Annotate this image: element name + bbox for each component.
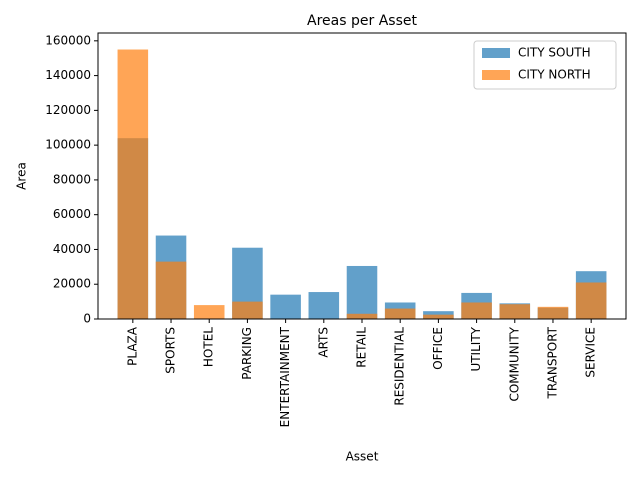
bar bbox=[155, 261, 187, 319]
bar bbox=[423, 314, 454, 319]
y-tick-label: 100000 bbox=[45, 138, 91, 152]
x-tick-label: ENTERTAINMENT bbox=[278, 326, 292, 427]
x-tick-label: UTILITY bbox=[469, 326, 483, 371]
y-tick-label: 0 bbox=[83, 312, 91, 326]
bar bbox=[499, 304, 531, 319]
bar bbox=[346, 265, 378, 319]
y-tick-label: 20000 bbox=[53, 277, 91, 291]
bar bbox=[270, 294, 301, 319]
x-tick-label: COMMUNITY bbox=[507, 326, 521, 401]
bar bbox=[308, 292, 340, 319]
x-tick-label: TRANSPORT bbox=[545, 326, 559, 399]
x-tick-label: PLAZA bbox=[125, 326, 139, 366]
x-tick-label: PARKING bbox=[240, 327, 254, 380]
bar bbox=[346, 313, 378, 319]
x-tick-label: ARTS bbox=[316, 327, 330, 358]
bar bbox=[461, 302, 492, 319]
legend-label: CITY NORTH bbox=[518, 68, 591, 82]
legend-swatch bbox=[482, 48, 510, 58]
bar bbox=[117, 49, 149, 319]
y-tick-label: 60000 bbox=[53, 207, 91, 221]
x-tick-label: SPORTS bbox=[164, 327, 178, 374]
y-tick-label: 120000 bbox=[45, 103, 91, 117]
x-axis-label: Asset bbox=[346, 450, 379, 464]
y-tick-label: 80000 bbox=[53, 172, 91, 186]
bar bbox=[232, 301, 263, 319]
bar bbox=[537, 306, 569, 319]
bar bbox=[384, 308, 416, 319]
x-tick-label: RETAIL bbox=[355, 327, 369, 368]
x-tick-label: RESIDENTIAL bbox=[393, 327, 407, 406]
chart-title: Areas per Asset bbox=[307, 13, 417, 29]
x-tick-label: SERVICE bbox=[584, 327, 598, 378]
legend-label: CITY SOUTH bbox=[518, 46, 591, 60]
legend-swatch bbox=[482, 70, 510, 80]
y-axis-label: Area bbox=[15, 162, 29, 190]
bar bbox=[193, 305, 225, 319]
y-tick-label: 40000 bbox=[53, 242, 91, 256]
y-tick-label: 140000 bbox=[45, 68, 91, 82]
plot-frame bbox=[97, 32, 627, 320]
y-tick-label: 160000 bbox=[45, 33, 91, 47]
x-tick-label: HOTEL bbox=[202, 327, 216, 367]
bar bbox=[575, 282, 607, 319]
x-tick-label: OFFICE bbox=[431, 327, 445, 370]
